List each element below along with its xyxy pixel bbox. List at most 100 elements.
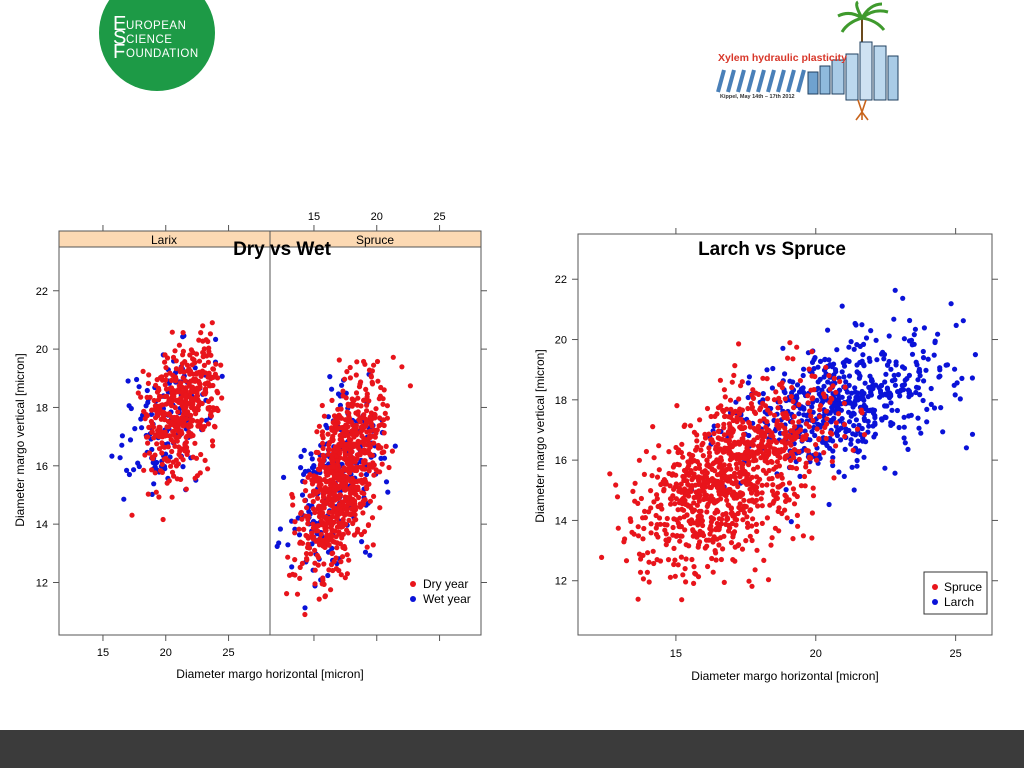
- data-point: [312, 547, 318, 554]
- data-point: [167, 412, 173, 418]
- data-point: [760, 375, 766, 381]
- data-point: [301, 447, 307, 453]
- data-point: [873, 337, 879, 343]
- data-point: [677, 515, 683, 521]
- data-point: [787, 340, 793, 346]
- data-point: [175, 389, 181, 395]
- data-point: [366, 464, 372, 470]
- data-point: [746, 459, 752, 465]
- data-point: [835, 411, 842, 417]
- data-point: [302, 611, 308, 618]
- data-point: [654, 557, 660, 563]
- data-point: [315, 538, 321, 544]
- data-point: [751, 483, 757, 489]
- data-point: [788, 428, 794, 434]
- data-point: [364, 402, 370, 408]
- data-point: [706, 431, 712, 437]
- data-point: [874, 357, 880, 363]
- data-point: [951, 382, 957, 388]
- data-point: [920, 348, 926, 355]
- data-point: [338, 406, 344, 412]
- data-point: [335, 391, 342, 397]
- data-point: [361, 397, 367, 403]
- data-point: [292, 530, 298, 536]
- data-point: [787, 378, 793, 384]
- data-point: [769, 488, 776, 494]
- data-point: [297, 540, 303, 546]
- data-point: [817, 358, 824, 364]
- data-point: [830, 455, 836, 461]
- data-point: [697, 481, 703, 487]
- data-point: [704, 457, 710, 463]
- data-point: [169, 377, 175, 383]
- esf-logo: E S F UROPEAN CIENCE OUNDATION: [99, 0, 215, 91]
- data-point: [342, 545, 348, 552]
- data-point: [343, 426, 349, 432]
- data-point: [881, 356, 887, 362]
- data-point: [323, 527, 329, 534]
- data-point: [704, 543, 710, 549]
- data-point: [379, 461, 385, 467]
- data-point: [344, 507, 350, 513]
- data-point: [715, 441, 721, 447]
- data-point: [852, 385, 858, 391]
- data-point: [841, 473, 847, 479]
- legend: Dry year Wet year: [410, 577, 471, 606]
- data-point: [351, 509, 357, 515]
- data-point: [734, 465, 740, 471]
- data-point: [749, 404, 756, 410]
- data-point: [715, 525, 721, 531]
- data-point: [678, 489, 685, 495]
- esf-line-european: UROPEAN: [126, 20, 186, 32]
- data-point: [813, 457, 820, 463]
- data-point: [151, 481, 157, 487]
- data-point: [392, 443, 398, 449]
- data-point: [810, 485, 816, 491]
- data-point: [826, 373, 832, 379]
- data-point: [710, 482, 717, 488]
- data-point: [857, 359, 863, 366]
- data-point: [888, 391, 894, 397]
- data-point: [699, 517, 705, 523]
- data-point: [852, 401, 858, 408]
- data-point: [371, 493, 377, 499]
- data-point: [329, 533, 335, 539]
- data-point: [808, 455, 814, 461]
- data-point: [901, 414, 907, 420]
- data-point: [680, 495, 686, 501]
- data-point: [196, 337, 202, 343]
- data-point: [334, 545, 340, 551]
- data-point: [725, 446, 731, 452]
- data-point: [379, 421, 385, 427]
- data-point: [356, 417, 362, 423]
- data-point: [361, 442, 367, 448]
- data-point: [726, 421, 733, 427]
- data-point: [754, 528, 760, 535]
- data-point: [844, 389, 851, 395]
- data-point: [316, 596, 322, 602]
- data-point: [159, 440, 165, 446]
- data-point: [318, 477, 324, 484]
- data-point: [292, 572, 298, 578]
- data-point: [862, 417, 868, 423]
- data-point: [320, 575, 326, 581]
- data-point: [196, 403, 202, 409]
- data-point: [157, 431, 163, 438]
- data-point: [383, 443, 389, 449]
- data-point: [723, 493, 729, 499]
- data-point: [892, 287, 898, 293]
- data-point: [796, 402, 802, 408]
- data-point: [154, 459, 160, 466]
- data-point: [345, 401, 351, 407]
- data-point: [848, 437, 854, 443]
- data-point: [344, 459, 350, 465]
- data-point: [891, 372, 897, 378]
- data-point: [665, 557, 672, 563]
- esf-initial-e: E: [113, 13, 126, 35]
- data-point: [901, 424, 907, 430]
- data-point: [292, 519, 298, 525]
- data-point: [320, 458, 326, 464]
- data-point: [784, 515, 790, 521]
- data-point: [782, 425, 788, 431]
- data-point: [911, 341, 917, 347]
